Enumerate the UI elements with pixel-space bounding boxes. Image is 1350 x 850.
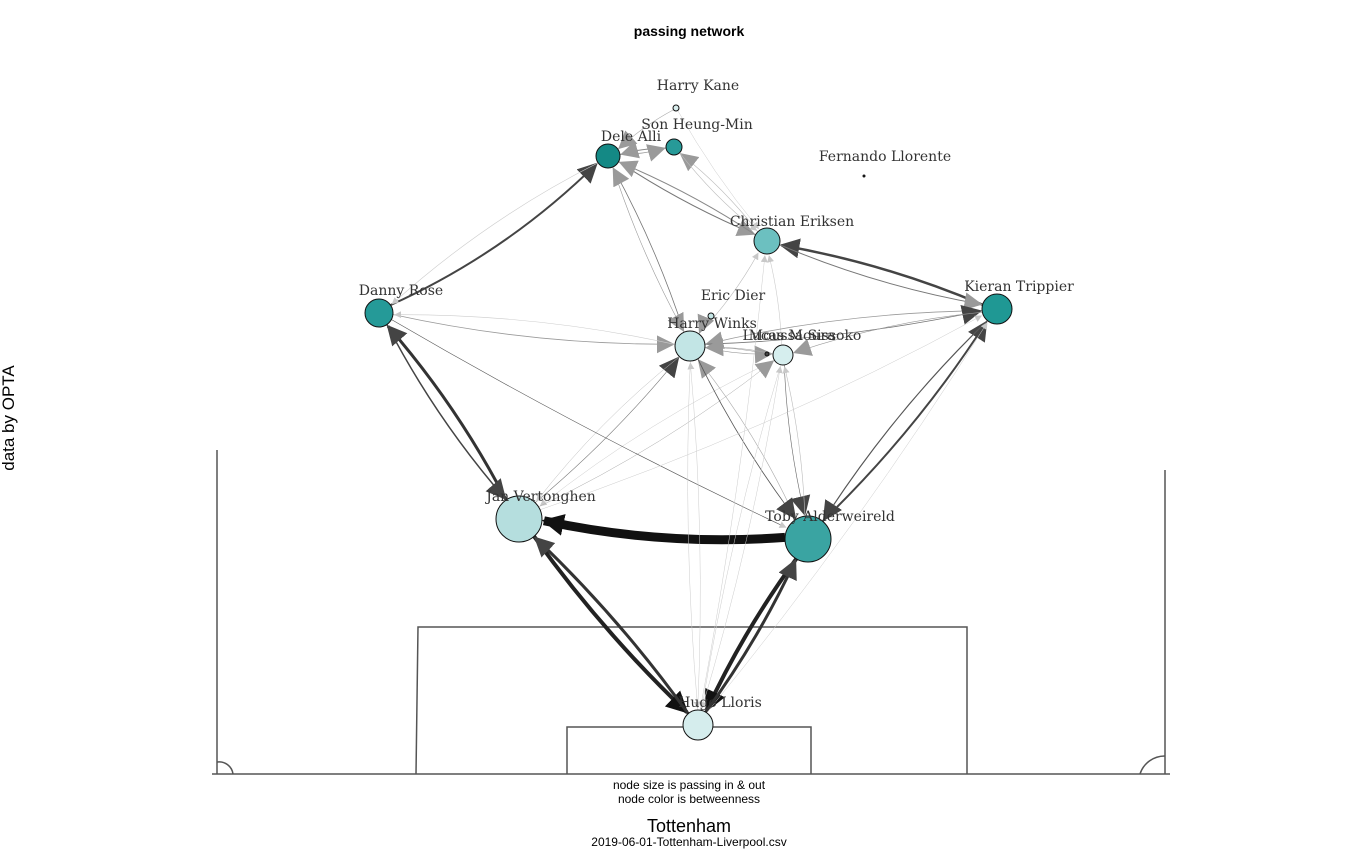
pass-edge-lloris-to-alderweireld bbox=[704, 558, 797, 713]
pass-edge-vertonghen-to-lloris bbox=[532, 535, 689, 714]
player-label-lloris: Hugo Lloris bbox=[678, 695, 762, 711]
pass-edge-son-to-eriksen bbox=[679, 152, 757, 231]
player-label-eriksen: Christian Eriksen bbox=[730, 214, 854, 230]
pass-edge-vertonghen-to-trippier bbox=[539, 315, 983, 510]
pass-edge-alderweireld-to-winks bbox=[697, 359, 797, 520]
pass-edge-rose-to-winks bbox=[392, 314, 675, 354]
player-node-eriksen bbox=[753, 227, 781, 255]
player-node-lloris bbox=[682, 709, 714, 741]
pass-edge-lloris-to-eriksen bbox=[699, 255, 768, 711]
pass-edge-eriksen-to-son bbox=[679, 152, 759, 232]
pass-edge-rose-to-alli bbox=[390, 162, 598, 306]
pass-edge-sissoko-to-vertonghen bbox=[539, 360, 775, 507]
pass-edge-alderweireld-to-lloris bbox=[704, 557, 798, 713]
pass-edge-eriksen-to-trippier bbox=[779, 244, 983, 311]
pass-edge-trippier-to-sissoko bbox=[793, 311, 983, 356]
corner-arc-right bbox=[1139, 755, 1166, 775]
pass-edge-eriksen-to-alli bbox=[618, 160, 756, 236]
pass-edge-kane-to-alli bbox=[618, 109, 674, 150]
pass-edge-lloris-to-sissoko bbox=[701, 366, 783, 711]
pass-edge-kane-to-eriksen bbox=[677, 110, 759, 230]
pass-edge-alderweireld-to-sissoko bbox=[782, 366, 806, 517]
player-label-rose: Danny Rose bbox=[359, 283, 443, 299]
pass-edge-winks-to-alderweireld bbox=[697, 358, 797, 520]
pass-edge-rose-to-alderweireld bbox=[391, 319, 787, 528]
caption-node-size: node size is passing in & out bbox=[613, 778, 766, 792]
pass-edge-winks-to-lloris bbox=[687, 360, 701, 709]
pass-edge-alderweireld-to-vertonghen bbox=[541, 514, 786, 545]
player-label-llorente: Fernando Llorente bbox=[819, 149, 951, 165]
pass-edge-sissoko-to-alderweireld bbox=[784, 364, 811, 517]
pass-edge-winks-to-trippier bbox=[704, 304, 983, 345]
player-label-winks: Harry Winks bbox=[667, 316, 757, 332]
pass-edge-alli-to-rose bbox=[391, 162, 599, 305]
pass-edge-sissoko-to-lloris bbox=[699, 364, 782, 710]
pass-edge-vertonghen-to-winks bbox=[534, 356, 680, 503]
pass-edge-alli-to-winks bbox=[612, 166, 685, 332]
penalty-area bbox=[415, 626, 968, 775]
pass-edge-winks-to-vertonghen bbox=[536, 356, 680, 502]
pass-edge-vertonghen-to-rose bbox=[386, 324, 508, 501]
pass-edge-trippier-to-eriksen bbox=[779, 238, 984, 306]
pass-edge-alderweireld-to-trippier bbox=[821, 320, 988, 522]
player-node-kane bbox=[672, 104, 680, 112]
player-node-trippier bbox=[981, 293, 1013, 325]
pass-edge-dier-to-winks bbox=[697, 313, 715, 334]
player-node-winks bbox=[674, 330, 706, 362]
source-file: 2019-06-01-Tottenham-Liverpool.csv bbox=[591, 835, 786, 849]
pass-edge-winks-to-alli bbox=[612, 167, 685, 333]
player-node-alli bbox=[595, 143, 621, 169]
player-label-sissoko: Moussa Sissoko bbox=[749, 328, 862, 344]
pass-edge-vertonghen-to-sissoko bbox=[538, 360, 775, 508]
player-node-alderweireld bbox=[784, 515, 832, 563]
pass-edge-rose-to-vertonghen bbox=[386, 324, 507, 500]
corner-arc-left bbox=[216, 761, 234, 775]
chart-title: passing network bbox=[634, 23, 745, 39]
pass-edge-trippier-to-alderweireld bbox=[822, 320, 988, 522]
player-label-alli: Dele Alli bbox=[601, 129, 662, 145]
player-node-llorente bbox=[862, 174, 866, 178]
pass-edge-trippier-to-winks bbox=[705, 310, 983, 350]
pass-edge-moura-to-winks bbox=[705, 338, 766, 357]
player-node-moura bbox=[764, 351, 770, 357]
player-label-trippier: Kieran Trippier bbox=[964, 279, 1074, 295]
player-node-sissoko bbox=[772, 344, 794, 366]
player-label-son: Son Heung-Min bbox=[641, 117, 753, 133]
team-name: Tottenham bbox=[647, 816, 731, 836]
pass-edges bbox=[386, 109, 988, 715]
player-label-alderweireld: Toby Alderweireld bbox=[765, 509, 895, 525]
pass-edge-alli-to-son bbox=[619, 144, 666, 162]
player-label-vertonghen: Jan Vertonghen bbox=[484, 489, 596, 505]
pass-edge-lloris-to-trippier bbox=[706, 322, 988, 713]
player-node-dier bbox=[707, 312, 715, 320]
player-nodes bbox=[364, 104, 1013, 741]
pass-edge-lloris-to-winks bbox=[687, 362, 701, 711]
pass-edge-son-to-alli bbox=[620, 140, 667, 159]
player-label-dier: Eric Dier bbox=[701, 288, 766, 304]
player-node-son bbox=[665, 138, 683, 156]
player-label-moura: Lucas Moura bbox=[743, 328, 836, 344]
player-node-vertonghen bbox=[495, 495, 543, 543]
caption-node-color: node color is betweenness bbox=[618, 792, 760, 806]
pass-edge-sissoko-to-eriksen bbox=[767, 255, 782, 346]
player-node-rose bbox=[364, 298, 394, 328]
data-source-label: data by OPTA bbox=[0, 365, 18, 471]
player-label-kane: Harry Kane bbox=[657, 78, 739, 94]
pass-edge-lloris-to-vertonghen bbox=[533, 536, 690, 715]
pass-edge-winks-to-rose bbox=[394, 311, 676, 345]
